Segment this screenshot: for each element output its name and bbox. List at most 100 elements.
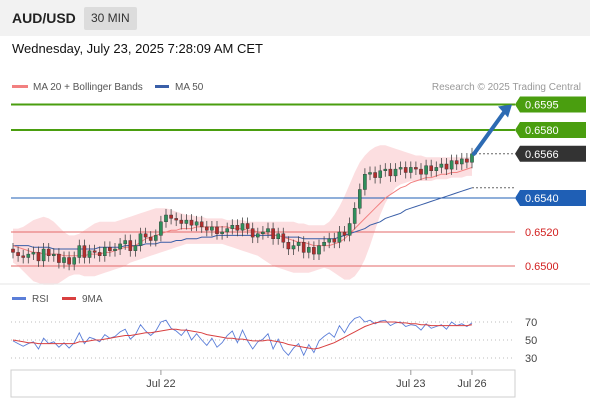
price-label-current — [515, 145, 586, 162]
candle-body — [11, 248, 15, 253]
candle-body — [143, 233, 148, 238]
candle-body — [26, 253, 31, 258]
candle-body — [424, 165, 428, 175]
candle-body — [312, 247, 316, 255]
price-legend: MA 20 + Bollinger Bands MA 50 Research © 2… — [12, 82, 581, 93]
candle-body — [291, 245, 296, 250]
candle-body — [82, 245, 87, 258]
time-tick-label: Jul 26 — [457, 378, 486, 390]
candle-body — [271, 228, 275, 240]
candle-body — [215, 226, 219, 234]
candle-body — [403, 167, 408, 173]
candle-body — [87, 250, 92, 258]
candle-body — [307, 247, 311, 253]
candle-body — [281, 233, 286, 243]
forecast-arrowhead — [498, 104, 512, 118]
candle-body — [62, 257, 66, 263]
time-axis: Jul 22 Jul 23 Jul 26 — [10, 369, 516, 398]
forecast-arrow — [472, 107, 508, 156]
candle-body — [92, 250, 97, 253]
candle-body — [347, 223, 352, 236]
instrument-title: AUD/USD — [12, 10, 76, 26]
rsi-icon — [12, 297, 26, 300]
rsi-level-label: 30 — [525, 353, 537, 365]
candle-body — [46, 248, 51, 257]
candle-body — [256, 233, 260, 238]
candle-body — [159, 221, 163, 236]
candle-body — [199, 221, 204, 228]
candle-body — [327, 238, 332, 243]
candle-body — [373, 172, 377, 178]
candle-body — [194, 221, 199, 226]
price-label-text: 0.6500 — [525, 261, 559, 273]
candle-body — [128, 240, 133, 251]
price-label-support — [515, 190, 586, 206]
candle-body — [230, 224, 235, 229]
candle-body — [250, 228, 255, 238]
candle-body — [465, 158, 469, 163]
watermark: Research © 2025 Trading Central — [432, 82, 581, 93]
legend-ma20-label: MA 20 + Bollinger Bands — [33, 82, 143, 93]
candle-body — [133, 245, 138, 251]
rsi-9ma-line — [12, 321, 473, 350]
candle-body — [21, 255, 26, 258]
candle-body — [332, 238, 337, 243]
candle-body — [179, 219, 184, 224]
price-label-text: 0.6540 — [525, 193, 559, 205]
legend-9ma-label: 9MA — [82, 294, 103, 305]
candle-body — [184, 219, 189, 224]
time-axis-frame — [10, 369, 516, 398]
candle-body — [113, 248, 117, 251]
candle-body — [204, 226, 209, 231]
candle-body — [138, 233, 143, 246]
candle-body — [414, 167, 418, 170]
candle-body — [102, 247, 107, 257]
rsi-level-label: 70 — [525, 317, 537, 329]
candle-body — [444, 163, 449, 170]
bollinger-bands — [13, 145, 472, 285]
legend-rsi-label: RSI — [32, 294, 49, 305]
candle-body — [276, 233, 281, 239]
ma20-icon — [12, 85, 28, 88]
candle-body — [301, 241, 306, 253]
candle-body — [378, 170, 383, 178]
time-tick-label: Jul 22 — [146, 378, 175, 390]
level-labels: 0.6595 0.6580 0.6566 0.6540 0.6520 0.6500 — [515, 96, 586, 273]
candle-body — [235, 224, 240, 231]
candle-body — [460, 158, 464, 165]
time-tick-label: Jul 23 — [396, 378, 425, 390]
timeframe-badge[interactable]: 30 MIN — [84, 7, 137, 30]
candle-body — [36, 252, 41, 262]
candle-body — [388, 168, 393, 177]
legend-ma50-label: MA 50 — [175, 82, 204, 93]
candle-body — [16, 252, 20, 256]
candle-body — [322, 241, 326, 246]
candle-body — [108, 247, 112, 251]
chart-timestamp: Wednesday, July 23, 2025 7:28:09 AM CET — [12, 41, 263, 56]
candle-body — [52, 253, 56, 257]
price-label-text: 0.6566 — [525, 149, 559, 161]
candle-body — [266, 228, 270, 233]
bollinger-band-area — [13, 145, 472, 285]
candle-body — [153, 235, 158, 241]
candle-body — [342, 231, 347, 236]
candle-body — [368, 172, 372, 175]
candle-body — [317, 245, 321, 255]
candle-body — [363, 173, 367, 190]
candle-body — [164, 214, 168, 223]
price-label-text: 0.6580 — [525, 125, 559, 137]
candle-body — [337, 231, 342, 243]
rsi-panel: RSI 9MA 70 50 30 — [0, 283, 590, 365]
price-label-target — [515, 96, 586, 113]
candlesticks — [11, 104, 512, 271]
candle-body — [169, 214, 173, 219]
price-label-target — [515, 122, 586, 138]
candle-body — [118, 243, 122, 250]
candle-body — [189, 219, 194, 226]
candle-body — [148, 236, 153, 241]
candle-body — [240, 223, 245, 231]
candle-body — [57, 253, 61, 263]
candle-body — [429, 165, 434, 171]
price-label-text: 0.6595 — [525, 100, 559, 112]
